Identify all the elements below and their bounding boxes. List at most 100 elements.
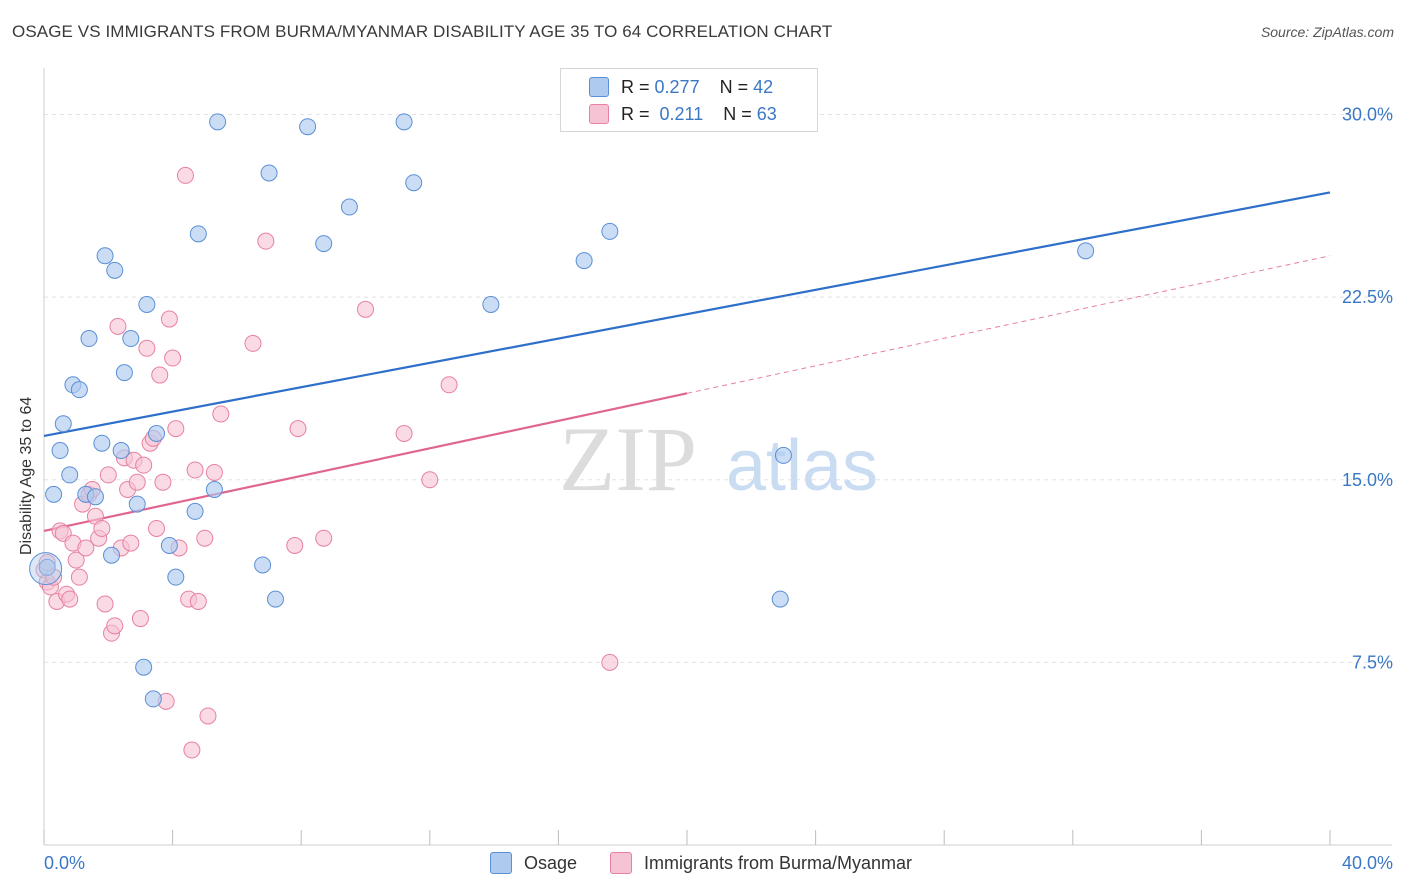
burma-point bbox=[601, 653, 619, 671]
burma-trend-line-extension bbox=[686, 255, 1331, 394]
burma-point bbox=[205, 463, 223, 481]
chart-title: OSAGE VS IMMIGRANTS FROM BURMA/MYANMAR D… bbox=[12, 22, 833, 41]
y-tick-label: 22.5% bbox=[1342, 287, 1393, 307]
burma-point bbox=[289, 420, 307, 438]
source-label: Source: ZipAtlas.com bbox=[1260, 24, 1394, 40]
burma-point bbox=[154, 473, 172, 491]
osage-point bbox=[205, 481, 223, 499]
burma-point bbox=[315, 529, 333, 547]
osage-point bbox=[340, 198, 358, 216]
osage-point bbox=[115, 364, 133, 382]
burma-legend-swatch bbox=[610, 852, 632, 874]
axes bbox=[43, 68, 1392, 846]
osage-point bbox=[266, 590, 284, 608]
osage-point bbox=[395, 113, 413, 131]
osage-point bbox=[61, 466, 79, 484]
osage-point bbox=[112, 442, 130, 460]
y-axis-label: Disability Age 35 to 64 bbox=[18, 396, 35, 555]
legend-item-burma: Immigrants from Burma/Myanmar bbox=[610, 852, 912, 874]
x-tick-label: 40.0% bbox=[1342, 853, 1393, 873]
osage-point bbox=[160, 537, 178, 555]
burma-point bbox=[286, 537, 304, 555]
osage-point bbox=[122, 330, 140, 348]
osage-legend-label: Osage bbox=[524, 852, 578, 873]
osage-point bbox=[103, 546, 121, 564]
osage-point bbox=[299, 118, 317, 136]
osage-point bbox=[106, 261, 124, 279]
osage-point bbox=[771, 590, 789, 608]
osage-point bbox=[482, 295, 500, 313]
grid-lines bbox=[44, 114, 1392, 663]
y-tick-label: 7.5% bbox=[1352, 652, 1393, 672]
burma-point bbox=[212, 405, 230, 423]
burma-point bbox=[440, 376, 458, 394]
osage-point bbox=[80, 330, 98, 348]
osage-trend-line bbox=[43, 191, 1331, 438]
burma-point bbox=[189, 593, 207, 611]
osage-point bbox=[86, 488, 104, 506]
osage-legend-swatch bbox=[490, 852, 512, 874]
burma-point bbox=[186, 461, 204, 479]
osage-point bbox=[254, 556, 272, 574]
burma-point bbox=[196, 529, 214, 547]
osage-point bbox=[148, 424, 166, 442]
osage-point bbox=[38, 558, 56, 576]
burma-point bbox=[67, 551, 85, 569]
burma-point bbox=[176, 166, 194, 184]
burma-legend-label: Immigrants from Burma/Myanmar bbox=[644, 852, 913, 873]
series-legend: Osage Immigrants from Burma/Myanmar bbox=[0, 852, 1406, 878]
burma-point bbox=[395, 424, 413, 442]
burma-point bbox=[151, 366, 169, 384]
osage-point bbox=[135, 658, 153, 676]
y-tick-label: 15.0% bbox=[1342, 470, 1393, 490]
burma-point bbox=[138, 339, 156, 357]
correlation-legend: R = 0.277 N = 42 R = 0.211 N = 63 bbox=[560, 68, 818, 132]
burma-trend-line bbox=[43, 392, 688, 532]
burma-point bbox=[167, 420, 185, 438]
osage-point bbox=[167, 568, 185, 586]
burma-point bbox=[93, 519, 111, 537]
burma-point bbox=[109, 317, 127, 335]
burma-point bbox=[70, 568, 88, 586]
burma-point bbox=[96, 595, 114, 613]
burma-point bbox=[244, 334, 262, 352]
burma-point bbox=[106, 617, 124, 635]
osage-point bbox=[54, 415, 72, 433]
burma-point bbox=[257, 232, 275, 250]
osage-point bbox=[189, 225, 207, 243]
osage-point bbox=[209, 113, 227, 131]
osage-point bbox=[96, 247, 114, 265]
data-points bbox=[29, 113, 1095, 759]
osage-point bbox=[128, 495, 146, 513]
osage-point bbox=[774, 446, 792, 464]
burma-swatch bbox=[589, 104, 609, 124]
burma-point bbox=[160, 310, 178, 328]
burma-point bbox=[122, 534, 140, 552]
burma-point bbox=[77, 539, 95, 557]
burma-point bbox=[164, 349, 182, 367]
watermark-zip: ZIP bbox=[559, 408, 697, 510]
legend-item-osage: Osage bbox=[490, 852, 577, 874]
osage-point bbox=[51, 442, 69, 460]
watermark: ZIP atlas bbox=[559, 408, 878, 510]
osage-point-cluster bbox=[29, 552, 63, 586]
osage-point bbox=[186, 502, 204, 520]
burma-point bbox=[183, 741, 201, 759]
x-tick-label: 0.0% bbox=[44, 853, 85, 873]
osage-point bbox=[138, 295, 156, 313]
trend-lines bbox=[43, 191, 1331, 532]
legend-text-osage: R = 0.277 N = 42 bbox=[621, 76, 774, 97]
y-tick-label: 30.0% bbox=[1342, 105, 1393, 125]
osage-point bbox=[601, 222, 619, 240]
osage-point bbox=[1077, 242, 1095, 260]
burma-point bbox=[128, 473, 146, 491]
burma-point bbox=[357, 300, 374, 318]
legend-text-burma: R = 0.211 N = 63 bbox=[621, 103, 777, 124]
osage-point bbox=[315, 235, 333, 253]
osage-point bbox=[70, 381, 88, 399]
burma-point bbox=[199, 707, 217, 725]
osage-point bbox=[575, 252, 593, 270]
burma-point bbox=[135, 456, 153, 474]
osage-point bbox=[45, 485, 63, 503]
